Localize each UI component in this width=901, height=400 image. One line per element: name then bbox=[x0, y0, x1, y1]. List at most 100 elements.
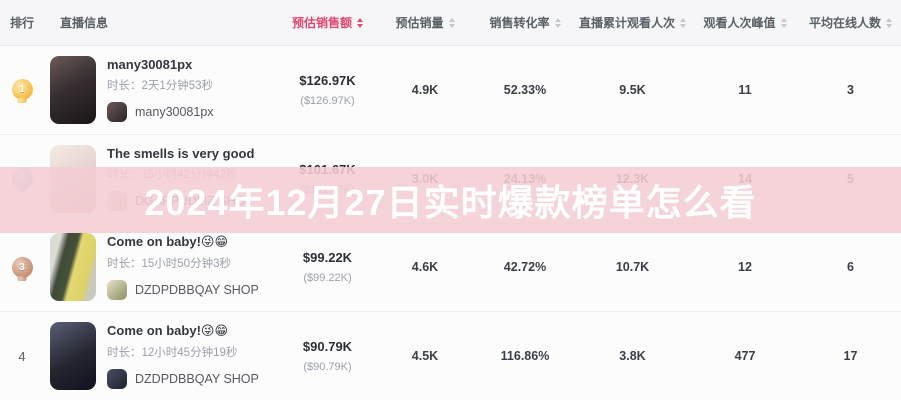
conversion-value: 52.33% bbox=[503, 82, 547, 97]
sort-icon bbox=[554, 17, 561, 28]
rank-cell: 4 bbox=[0, 349, 44, 364]
col-header-total-views-label: 直播累计观看人次 bbox=[578, 16, 675, 30]
est-sales-cell: $126.97K ($126.97K) bbox=[280, 73, 375, 107]
est-sales-value: $126.97K bbox=[299, 72, 356, 88]
total-views-value: 3.8K bbox=[619, 349, 646, 364]
total-views-value: 12.3K bbox=[615, 171, 650, 186]
col-header-avg-online[interactable]: 平均在线人数 bbox=[800, 14, 901, 31]
live-info-cell: many30081px 时长：2天1分钟53秒 many30081px bbox=[44, 55, 280, 124]
table-header-row: 排行 直播信息 预估销售额 预估销量 销售转化率 直播累计观看人次 观看人次峰值… bbox=[0, 0, 901, 46]
col-header-rank: 排行 bbox=[0, 14, 44, 31]
rank-cell: 1 bbox=[0, 79, 44, 101]
col-header-est-sales[interactable]: 预估销售额 bbox=[280, 14, 375, 31]
est-sales-cell: $99.22K ($99.22K) bbox=[280, 250, 375, 284]
live-cover-avatar bbox=[50, 233, 96, 302]
peak-viewers-value: 477 bbox=[734, 349, 756, 364]
conversion-value: 116.86% bbox=[500, 349, 550, 364]
est-sales-value: $90.79K bbox=[302, 339, 353, 355]
live-info-cell: Come on baby!😜😁 时长：12小时45分钟19秒 DZDPDBBQA… bbox=[44, 322, 280, 391]
live-title[interactable]: Come on baby!😜😁 bbox=[107, 234, 228, 250]
table-row[interactable]: 2 The smells is very good 时长：15小时42分钟42秒… bbox=[0, 134, 901, 224]
col-header-live-info: 直播信息 bbox=[44, 14, 280, 31]
rank-cell: 3 bbox=[0, 256, 44, 278]
col-header-est-volume-label: 预估销量 bbox=[395, 16, 444, 30]
peak-viewers-value: 14 bbox=[738, 171, 752, 186]
table-body: 1 many30081px 时长：2天1分钟53秒 many30081px $1… bbox=[0, 46, 901, 400]
est-sales-secondary: ($101.67K) bbox=[300, 183, 355, 196]
shop-name[interactable]: many30081px bbox=[135, 105, 214, 120]
avg-online-value: 17 bbox=[843, 349, 858, 364]
live-title[interactable]: many30081px bbox=[107, 57, 193, 73]
peak-viewers-value: 11 bbox=[738, 82, 752, 97]
col-header-total-views[interactable]: 直播累计观看人次 bbox=[575, 14, 690, 31]
table-row[interactable]: 1 many30081px 时长：2天1分钟53秒 many30081px $1… bbox=[0, 46, 901, 135]
shop-line: DZDPDBBQAY SHOP bbox=[107, 369, 259, 390]
shop-avatar bbox=[107, 191, 127, 212]
shop-line: DZDPDBBQAY SHOP bbox=[107, 280, 259, 301]
conversion-value: 42.72% bbox=[503, 260, 547, 275]
avg-online-value: 3 bbox=[847, 82, 854, 97]
col-header-est-sales-label: 预估销售额 bbox=[291, 16, 352, 30]
col-header-peak-viewers[interactable]: 观看人次峰值 bbox=[690, 14, 800, 31]
live-info-cell: The smells is very good 时长：15小时42分钟42秒 D… bbox=[44, 144, 280, 213]
live-cover-avatar bbox=[50, 322, 96, 391]
live-info-text: Come on baby!😜😁 时长：12小时45分钟19秒 DZDPDBBQA… bbox=[107, 323, 259, 390]
sort-icon bbox=[448, 17, 455, 28]
bronze-medal-icon: 3 bbox=[11, 256, 33, 278]
sort-icon bbox=[886, 17, 892, 28]
rank-number: 4 bbox=[18, 348, 26, 364]
peak-viewers-value: 12 bbox=[738, 260, 752, 275]
est-volume-value: 4.5K bbox=[411, 349, 439, 364]
est-sales-secondary: ($126.97K) bbox=[300, 94, 355, 107]
live-cover-avatar bbox=[50, 55, 96, 124]
shop-avatar bbox=[107, 280, 127, 301]
shop-line: DGAPPUDLIZ SHOP bbox=[107, 191, 254, 212]
sort-icon bbox=[357, 17, 363, 28]
col-header-live-info-label: 直播信息 bbox=[60, 16, 109, 30]
table-row[interactable]: 4 Come on baby!😜😁 时长：12小时45分钟19秒 DZDPDBB… bbox=[0, 312, 901, 400]
shop-name[interactable]: DGAPPUDLIZ SHOP bbox=[135, 194, 254, 209]
est-volume-value: 3.0K bbox=[411, 171, 439, 186]
sort-icon bbox=[780, 17, 787, 28]
avg-online-value: 5 bbox=[847, 171, 854, 186]
shop-avatar bbox=[107, 102, 127, 123]
sort-icon bbox=[680, 17, 686, 28]
est-sales-secondary: ($99.22K) bbox=[303, 272, 352, 285]
live-duration: 时长：2天1分钟53秒 bbox=[107, 80, 214, 93]
avg-online-value: 6 bbox=[847, 260, 854, 275]
live-info-text: Come on baby!😜😁 时长：15小时50分钟3秒 DZDPDBBQAY… bbox=[107, 234, 259, 301]
col-header-conversion-rate[interactable]: 销售转化率 bbox=[475, 14, 575, 31]
shop-name[interactable]: DZDPDBBQAY SHOP bbox=[135, 283, 259, 298]
shop-name[interactable]: DZDPDBBQAY SHOP bbox=[135, 372, 259, 387]
est-volume-value: 4.9K bbox=[411, 82, 439, 97]
total-views-value: 10.7K bbox=[615, 260, 650, 275]
col-header-conversion-rate-label: 销售转化率 bbox=[489, 16, 550, 30]
shop-avatar bbox=[107, 369, 127, 390]
est-sales-secondary: ($90.79K) bbox=[303, 361, 352, 374]
live-cover-avatar bbox=[50, 144, 96, 213]
live-duration: 时长：15小时42分钟42秒 bbox=[107, 169, 238, 182]
est-sales-cell: $90.79K ($90.79K) bbox=[280, 339, 375, 373]
table-row[interactable]: 3 Come on baby!😜😁 时长：15小时50分钟3秒 DZDPDBBQ… bbox=[0, 223, 901, 313]
est-sales-cell: $101.67K ($101.67K) bbox=[280, 162, 375, 196]
total-views-value: 9.5K bbox=[619, 82, 646, 97]
live-duration: 时长：15小时50分钟3秒 bbox=[107, 258, 231, 271]
est-sales-value: $99.22K bbox=[302, 250, 353, 266]
gold-medal-icon: 1 bbox=[11, 79, 33, 101]
live-title[interactable]: The smells is very good bbox=[107, 146, 255, 162]
live-title[interactable]: Come on baby!😜😁 bbox=[107, 323, 228, 339]
live-info-text: The smells is very good 时长：15小时42分钟42秒 D… bbox=[107, 146, 255, 212]
col-header-avg-online-label: 平均在线人数 bbox=[808, 16, 881, 30]
live-duration: 时长：12小时45分钟19秒 bbox=[107, 347, 238, 360]
col-header-est-volume[interactable]: 预估销量 bbox=[375, 14, 475, 31]
col-header-rank-label: 排行 bbox=[10, 16, 35, 30]
shop-line: many30081px bbox=[107, 102, 214, 123]
est-volume-value: 4.6K bbox=[411, 260, 439, 275]
est-sales-value: $101.67K bbox=[299, 161, 356, 177]
conversion-value: 24.13% bbox=[503, 171, 547, 186]
live-info-text: many30081px 时长：2天1分钟53秒 many30081px bbox=[107, 57, 214, 123]
live-info-cell: Come on baby!😜😁 时长：15小时50分钟3秒 DZDPDBBQAY… bbox=[44, 233, 280, 302]
rank-cell: 2 bbox=[0, 168, 44, 190]
col-header-peak-viewers-label: 观看人次峰值 bbox=[703, 16, 776, 30]
